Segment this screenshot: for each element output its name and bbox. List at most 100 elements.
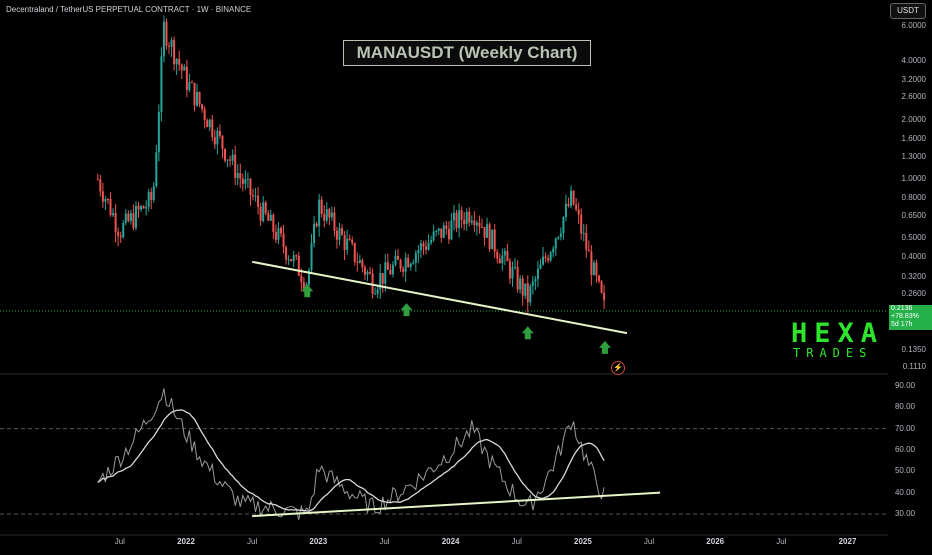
time-axis-label: 2024 (441, 537, 460, 546)
candle-body (190, 82, 193, 84)
rsi-trendline (252, 491, 661, 518)
price-axis-label: 0.6500 (901, 210, 926, 220)
candle-body (580, 214, 583, 234)
price-axis-label: 2.0000 (901, 114, 926, 124)
rsi-axis[interactable]: 90.00 80.00 70.00 60.00 50.00 40.00 30.00 (888, 376, 932, 534)
candle-body (134, 205, 137, 228)
candle-body (371, 273, 374, 294)
candle-body (226, 159, 229, 161)
candle-body (229, 159, 232, 161)
candle-body (168, 45, 171, 47)
candle-body (175, 59, 178, 65)
candle-body (183, 66, 186, 71)
candle-body (526, 283, 529, 303)
candle-body (430, 240, 433, 243)
candle-body (300, 275, 303, 283)
candle-body (165, 21, 168, 46)
candle-body (99, 179, 102, 192)
candle-body (351, 240, 354, 244)
candle-body (412, 262, 415, 264)
rsi-axis-label: 80.00 (894, 402, 915, 412)
candle-body (196, 92, 199, 106)
candle-body (114, 213, 117, 232)
candle-body (173, 40, 176, 65)
candle-body (557, 236, 560, 239)
candle-body (529, 285, 532, 303)
price-axis-label: 2.6000 (901, 92, 926, 102)
candle-body (160, 56, 163, 112)
candle-body (458, 210, 461, 229)
currency-badge[interactable]: USDT (890, 3, 926, 19)
chart-title: MANAUSDT (Weekly Chart) (343, 40, 591, 66)
candle-body (259, 206, 262, 221)
candle-body (361, 260, 364, 268)
candle-body (486, 224, 489, 238)
candle-body (287, 259, 290, 261)
candle-body (104, 198, 107, 202)
time-axis-label: 2022 (177, 537, 195, 546)
candle-body (503, 250, 506, 256)
candle-body (404, 257, 407, 272)
candle-body (239, 173, 242, 179)
candle-body (315, 223, 318, 227)
candle-body (488, 224, 491, 250)
candle-body (124, 213, 127, 223)
candle-body (295, 255, 298, 257)
candle-body (559, 233, 562, 237)
candle-body (132, 213, 135, 228)
candle-body (257, 195, 260, 207)
candle-body (414, 253, 417, 263)
candle-body (508, 261, 511, 279)
candle-body (600, 281, 603, 293)
candle-body (417, 250, 420, 254)
candle-body (516, 266, 519, 290)
candle-body (279, 227, 282, 234)
candle-body (246, 178, 249, 180)
candle-body (198, 92, 201, 105)
candle-body (511, 267, 514, 279)
candle-body (343, 234, 346, 251)
candle-body (178, 59, 181, 65)
candles-group (96, 15, 606, 313)
candle-body (465, 211, 468, 225)
chart-area[interactable] (0, 0, 888, 550)
candle-body (394, 255, 397, 265)
candle-body (137, 205, 140, 210)
candle-body (575, 204, 578, 210)
candle-body (112, 213, 115, 216)
candle-body (397, 255, 400, 260)
candle-body (402, 268, 405, 272)
candle-body (127, 213, 130, 221)
candle-body (473, 220, 476, 226)
price-axis-label: 4.0000 (901, 55, 926, 65)
candle-body (318, 199, 321, 227)
candle-body (427, 242, 430, 250)
price-axis-label: 0.1350 (901, 345, 926, 355)
candle-body (519, 278, 522, 290)
candle-body (323, 214, 326, 221)
candle-body (542, 256, 545, 265)
candle-body (478, 222, 481, 227)
candle-body (506, 250, 509, 262)
candle-body (335, 230, 338, 240)
candle-body (381, 273, 384, 284)
candle-body (531, 281, 534, 286)
candle-body (290, 259, 293, 262)
price-axis[interactable]: 6.0000 4.0000 3.2000 2.6000 2.0000 1.6000 1.30… (888, 0, 932, 372)
candle-body (552, 248, 555, 253)
candle-body (567, 203, 570, 206)
candle-body (267, 213, 270, 221)
price-axis-label: 1.3000 (901, 151, 926, 161)
candle-body (577, 209, 580, 215)
candle-body (407, 257, 410, 268)
chart-svg (0, 15, 888, 536)
candle-body (325, 209, 328, 221)
candle-body (272, 214, 275, 232)
price-axis-label: 0.3200 (901, 271, 926, 281)
candle-body (249, 178, 252, 196)
settings-icon[interactable]: ⚡ (611, 361, 625, 375)
candle-body (437, 228, 440, 231)
candle-body (460, 210, 463, 220)
candle-body (221, 135, 224, 149)
price-axis-label: 0.5000 (901, 233, 926, 243)
